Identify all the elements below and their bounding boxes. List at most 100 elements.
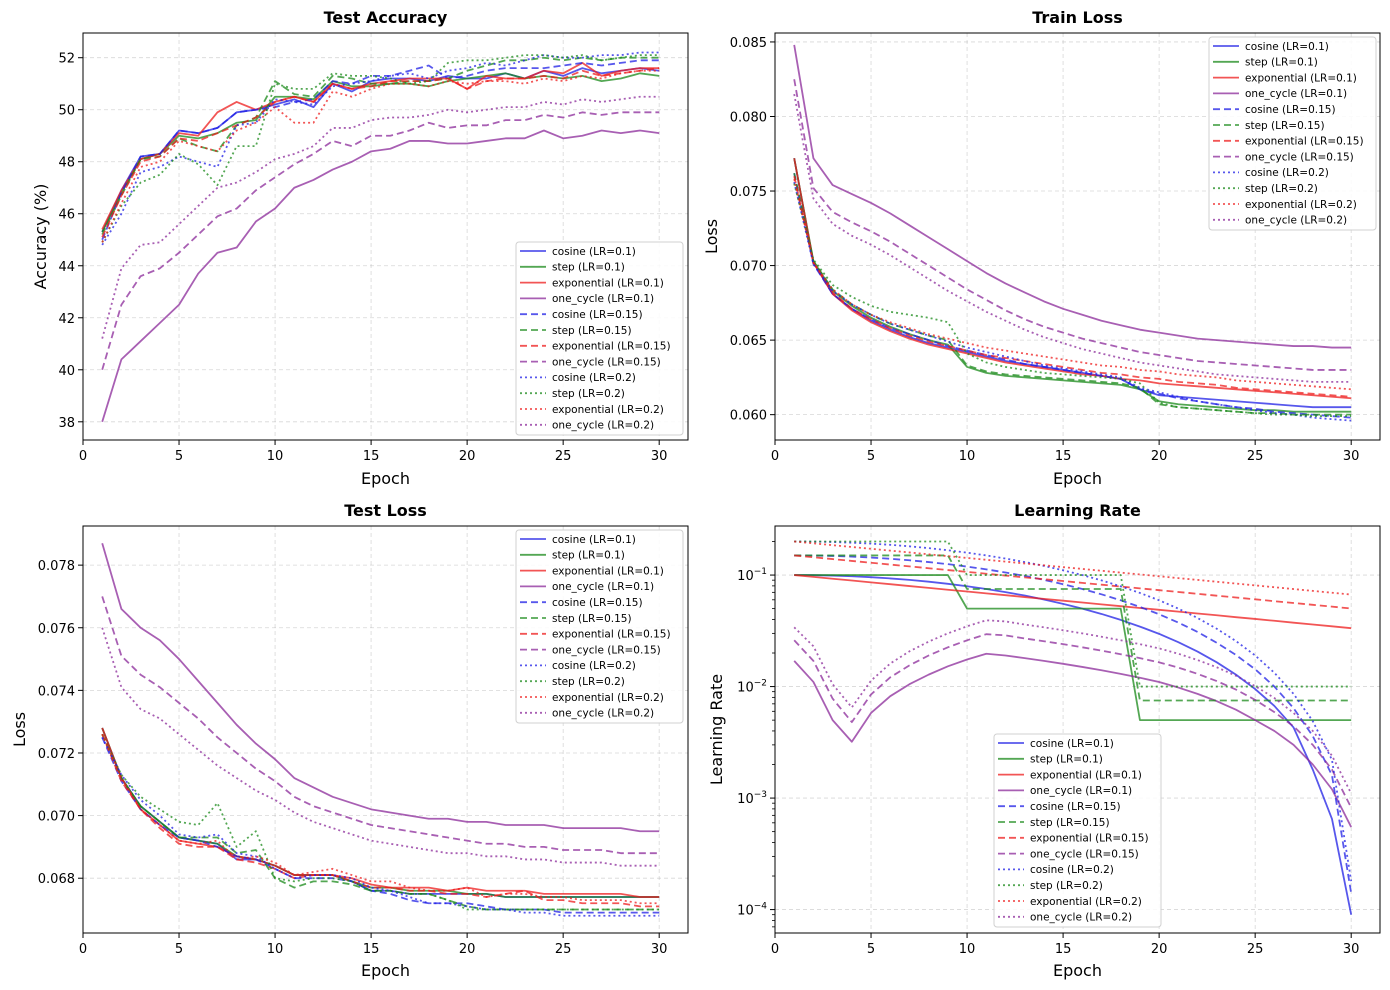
- y-tick-label: 52: [58, 52, 75, 67]
- y-tick-label: 46: [58, 208, 75, 223]
- axes-frame: [774, 32, 1381, 441]
- legend-label: one_cycle (LR=0.1): [1245, 88, 1347, 100]
- x-axis-label: Epoch: [1053, 961, 1102, 980]
- series-line-step-lr-0-15-: [794, 554, 1352, 702]
- y-tick-label: 0.076: [38, 622, 75, 637]
- y-tick-label: 0.085: [730, 36, 767, 51]
- series-line-exponential-lr-0-15-: [101, 733, 660, 908]
- legend-label: exponential (LR=0.1): [552, 277, 664, 289]
- x-tick-label: 30: [651, 449, 668, 464]
- legend-label: cosine (LR=0.2): [1245, 167, 1329, 179]
- series-line-cosine-lr-0-2-: [101, 736, 660, 917]
- legend-label: exponential (LR=0.1): [1245, 72, 1357, 84]
- y-tick-label: 0.070: [38, 810, 75, 825]
- series-line-cosine-lr-0-15-: [794, 554, 1353, 894]
- y-tick-label: 0.068: [38, 872, 75, 887]
- series-line-exponential-lr-0-1-: [793, 158, 1352, 400]
- legend-label: cosine (LR=0.1): [552, 534, 636, 546]
- legend-label: step (LR=0.2): [1030, 880, 1103, 892]
- series-line-step-lr-0-2-: [101, 733, 660, 911]
- x-tick-label: 15: [1055, 449, 1072, 464]
- x-axis-label: Epoch: [1053, 469, 1102, 488]
- y-tick-label: 0.070: [730, 260, 767, 275]
- legend-label: step (LR=0.1): [1030, 754, 1103, 766]
- x-tick-label: 0: [79, 942, 87, 957]
- legend-label: one_cycle (LR=0.15): [1030, 848, 1139, 860]
- y-tick-label: 0.065: [730, 334, 767, 349]
- legend-label: exponential (LR=0.1): [552, 565, 664, 577]
- series-line-one-cycle-lr-0-2-: [101, 95, 660, 339]
- y-tick-label: 0.060: [730, 409, 767, 424]
- series-line-one-cycle-lr-0-15-: [101, 596, 660, 855]
- legend-label: one_cycle (LR=0.1): [1030, 785, 1132, 797]
- y-axis-label: Loss: [702, 219, 721, 254]
- y-tick-label: 0.074: [38, 684, 75, 699]
- x-tick-label: 5: [867, 449, 875, 464]
- legend-label: exponential (LR=0.2): [1245, 199, 1357, 211]
- x-tick-label: 25: [555, 942, 572, 957]
- x-tick-label: 15: [1055, 942, 1072, 957]
- x-tick-label: 5: [175, 449, 183, 464]
- legend-label: exponential (LR=0.2): [552, 404, 664, 416]
- legend-label: cosine (LR=0.1): [1030, 738, 1114, 750]
- x-tick-label: 15: [363, 942, 380, 957]
- legend-label: cosine (LR=0.2): [1030, 864, 1114, 876]
- x-tick-label: 0: [771, 449, 779, 464]
- legend-label: cosine (LR=0.1): [552, 246, 636, 258]
- axes-frame: [82, 525, 689, 934]
- legend-label: cosine (LR=0.15): [1245, 104, 1336, 116]
- series-line-exponential-lr-0-1-: [794, 574, 1352, 630]
- series-line-step-lr-0-1-: [794, 574, 1352, 722]
- legend-label: exponential (LR=0.15): [552, 629, 671, 641]
- legend-label: step (LR=0.1): [552, 550, 625, 562]
- legend-box: [993, 733, 1162, 928]
- legend-label: one_cycle (LR=0.1): [552, 581, 654, 593]
- legend-label: exponential (LR=0.2): [552, 692, 664, 704]
- series-line-one-cycle-lr-0-1-: [101, 542, 660, 833]
- axes-frame: [774, 525, 1381, 934]
- x-tick-label: 20: [459, 449, 476, 464]
- series-line-cosine-lr-0-2-: [793, 181, 1352, 422]
- y-tick-label: 42: [58, 312, 75, 327]
- series-line-cosine-lr-0-15-: [101, 736, 660, 914]
- series-line-step-lr-0-1-: [793, 158, 1352, 413]
- x-axis-label: Epoch: [361, 469, 410, 488]
- series-line-one-cycle-lr-0-15-: [793, 79, 1352, 371]
- series-line-exponential-lr-0-2-: [101, 733, 660, 905]
- series-line-cosine-lr-0-1-: [793, 158, 1352, 409]
- legend-label: one_cycle (LR=0.2): [552, 420, 654, 432]
- x-tick-label: 25: [555, 449, 572, 464]
- x-tick-label: 25: [1247, 942, 1264, 957]
- x-tick-label: 20: [1151, 449, 1168, 464]
- chart-title: Learning Rate: [1014, 501, 1141, 520]
- legend-label: exponential (LR=0.15): [552, 341, 671, 353]
- legend-label: step (LR=0.15): [552, 613, 632, 625]
- series-line-cosine-lr-0-2-: [101, 51, 660, 246]
- series-line-one-cycle-lr-0-15-: [793, 633, 1352, 809]
- series-line-one-cycle-lr-0-1-: [793, 44, 1352, 349]
- legend-label: cosine (LR=0.2): [552, 372, 636, 384]
- series-line-exponential-lr-0-2-: [101, 69, 660, 243]
- legend-label: step (LR=0.15): [1245, 120, 1325, 132]
- legend: cosine (LR=0.1) step (LR=0.1) exponential …: [993, 733, 1162, 928]
- legend-label: one_cycle (LR=0.15): [552, 356, 661, 368]
- legend-label: step (LR=0.1): [552, 262, 625, 274]
- y-tick-label: 44: [58, 260, 75, 275]
- x-tick-label: 20: [1151, 942, 1168, 957]
- series-line-one-cycle-lr-0-15-: [101, 111, 660, 371]
- panel-test-loss: 0 5 10 15 20 25 30 0.068 0.070 0.072 0.074 0.076 0.0…: [10, 501, 689, 980]
- x-axis-label: Epoch: [361, 961, 410, 980]
- legend-label: step (LR=0.1): [1245, 57, 1318, 69]
- x-tick-label: 30: [651, 942, 668, 957]
- x-tick-label: 5: [867, 942, 875, 957]
- legend-label: exponential (LR=0.1): [1030, 769, 1142, 781]
- panel-test-accuracy: 0 5 10 15 20 25 30 38 40 42 44 46 48 50 52 Test Accura…: [31, 8, 689, 488]
- legend-label: step (LR=0.15): [552, 325, 632, 337]
- y-axis-label: Accuracy (%): [31, 184, 50, 290]
- x-tick-label: 20: [459, 942, 476, 957]
- legend-label: step (LR=0.2): [552, 388, 625, 400]
- series-line-step-lr-0-2-: [101, 54, 660, 243]
- series-line-step-lr-0-2-: [793, 183, 1352, 418]
- series-line-one-cycle-lr-0-2-: [793, 93, 1352, 383]
